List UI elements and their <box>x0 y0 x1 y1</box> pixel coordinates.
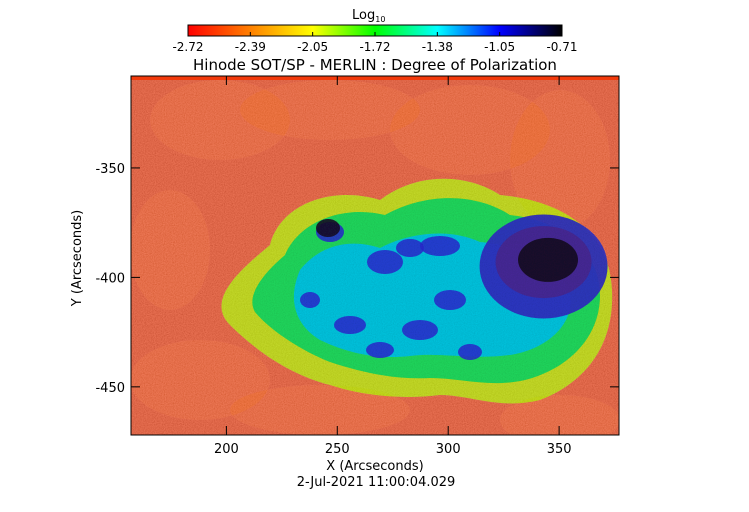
heatmap-layers <box>131 80 619 435</box>
x-axis: 200 250 300 350 <box>214 76 572 457</box>
heatmap-mottle <box>131 340 270 420</box>
heatmap-mottle <box>230 385 410 435</box>
heatmap-mottle <box>500 395 619 435</box>
x-tick-label: 300 <box>436 442 461 457</box>
x-tick-label: 350 <box>547 442 572 457</box>
colorbar-tick-label: -1.05 <box>484 40 515 54</box>
colorbar-tick-label: -2.39 <box>235 40 266 54</box>
heatmap-blue-patch <box>367 250 403 274</box>
footer-timestamp: 2-Jul-2021 11:00:04.029 <box>297 475 456 490</box>
y-tick-label: -400 <box>95 271 125 286</box>
colorbar-tick-label: -0.71 <box>546 40 577 54</box>
colorbar-title-sub: 10 <box>375 15 385 24</box>
plot-frame <box>130 75 620 436</box>
colorbar-tick-label: -1.38 <box>422 40 453 54</box>
heatmap-sunspot-umbra <box>518 237 579 282</box>
heatmap-blue-patch <box>334 316 366 334</box>
chart-title: Hinode SOT/SP - MERLIN : Degree of Polar… <box>193 56 557 74</box>
heatmap-mottle <box>510 90 610 230</box>
heatmap-blue-patch <box>434 290 466 310</box>
colorbar-title: Log10 <box>352 8 385 24</box>
colorbar-tick-label: -2.72 <box>172 40 203 54</box>
y-axis-label: Y (Arcseconds) <box>70 210 85 307</box>
heatmap-blue-patch <box>300 292 320 308</box>
heatmap-pore <box>316 219 340 237</box>
y-tick-label: -350 <box>95 162 125 177</box>
heatmap-mottle <box>131 190 210 310</box>
x-tick-label: 250 <box>325 442 350 457</box>
colorbar: Log10 -2.72 -2.39 -2.05 -1.72 -1.38 -1.05 -0.7… <box>172 8 577 54</box>
x-tick-label: 200 <box>214 442 239 457</box>
heatmap-blue-patch <box>366 342 394 358</box>
heatmap-area <box>131 76 619 435</box>
colorbar-ticks: -2.72 -2.39 -2.05 -1.72 -1.38 -1.05 -0.71 <box>172 32 578 54</box>
y-axis: -350 -400 -450 <box>95 162 619 396</box>
heatmap-blue-patch <box>402 320 438 340</box>
heatmap-blue-patch <box>420 236 460 256</box>
x-axis-label: X (Arcseconds) <box>326 459 423 474</box>
colorbar-tick-label: -1.72 <box>359 40 390 54</box>
heatmap-blue-patch <box>458 344 482 360</box>
y-tick-label: -450 <box>95 381 125 396</box>
heatmap-mottle <box>240 80 420 140</box>
heatmap-mottle <box>390 85 550 175</box>
colorbar-tick-label: -2.05 <box>297 40 328 54</box>
heatmap-blue-patch <box>396 239 424 257</box>
colorbar-title-main: Log <box>352 8 375 23</box>
